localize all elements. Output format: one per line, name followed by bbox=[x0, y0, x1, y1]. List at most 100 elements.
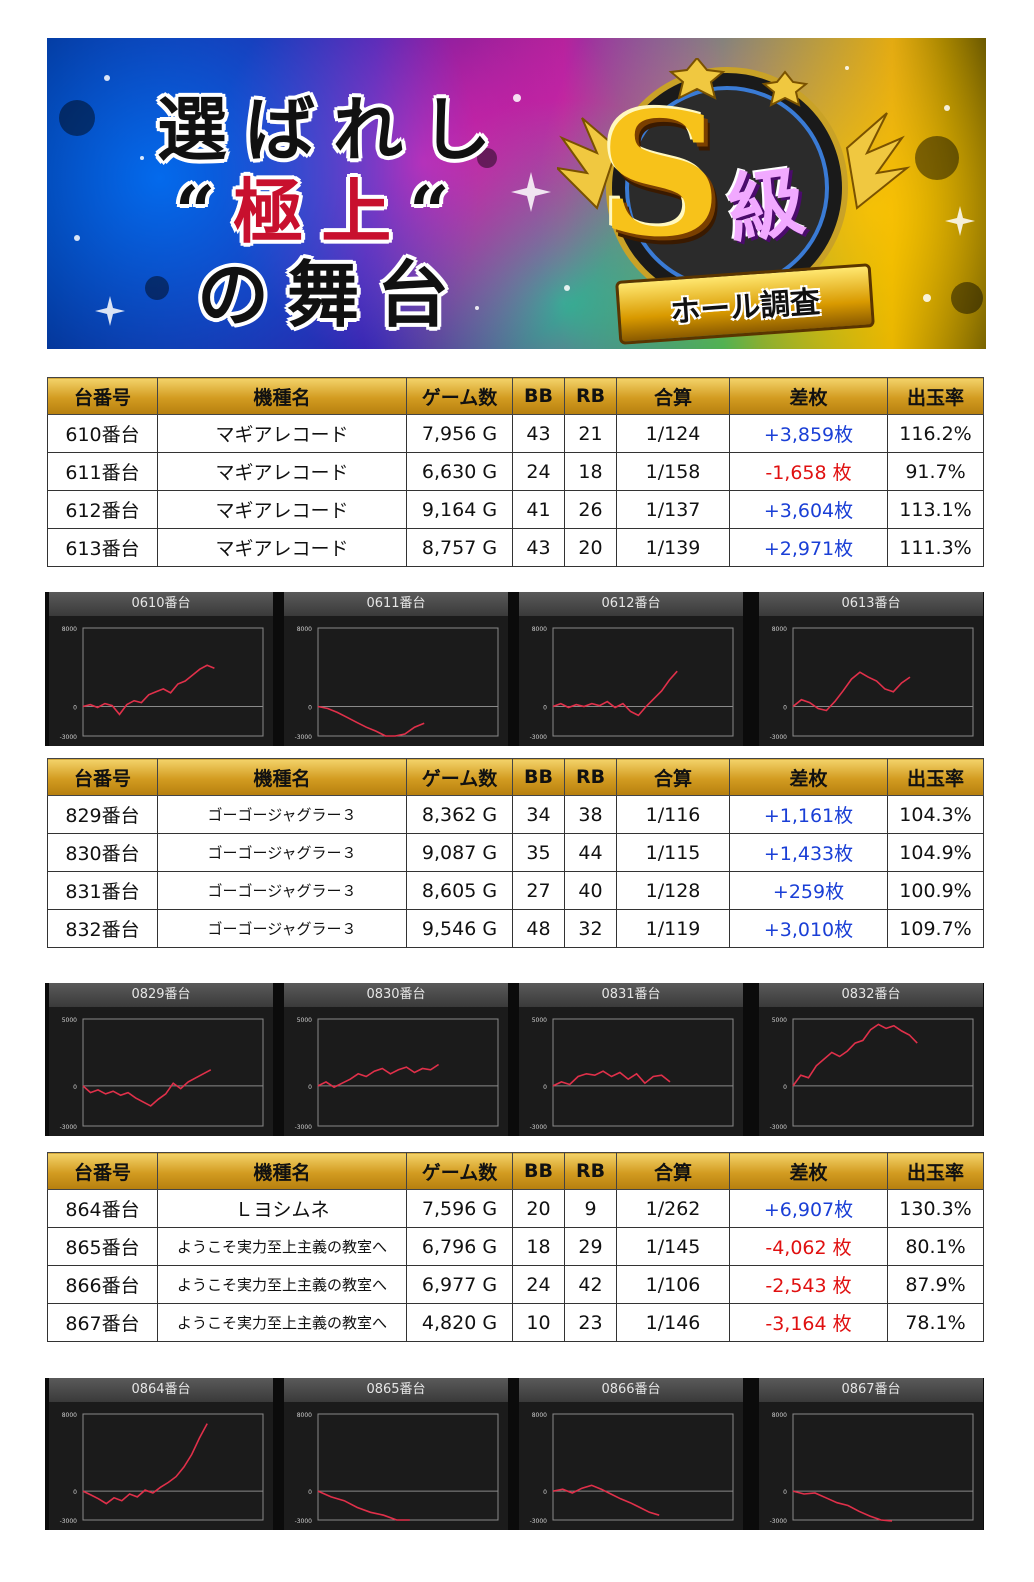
cell-payout-rate: 91.7% bbox=[887, 452, 984, 491]
cell-model-name: マギアレコード bbox=[157, 490, 407, 529]
cell-game-count: 6,796 G bbox=[406, 1227, 513, 1266]
cell-payout-diff: +3,859枚 bbox=[729, 414, 888, 453]
table-header-row: 台番号 機種名 ゲーム数 BB RB 合算 差枚 出玉率 bbox=[47, 758, 984, 796]
cell-bb-count: 48 bbox=[512, 909, 565, 948]
table-row: 831番台 ゴーゴージャグラー３ 8,605 G 27 40 1/128 +259枚 100.… bbox=[47, 871, 984, 910]
balance-graph: 8000 0 -3000 bbox=[60, 626, 264, 741]
cell-bb-count: 35 bbox=[512, 833, 565, 872]
cell-payout-rate: 87.9% bbox=[887, 1265, 984, 1304]
table-header-row: 台番号 機種名 ゲーム数 BB RB 合算 差枚 出玉率 bbox=[47, 1152, 984, 1190]
cell-payout-rate: 100.9% bbox=[887, 871, 984, 910]
header-payout-diff: 差枚 bbox=[729, 1152, 888, 1190]
cell-rb-count: 29 bbox=[564, 1227, 617, 1266]
header-machine-number: 台番号 bbox=[47, 1152, 158, 1190]
header-payout-rate: 出玉率 bbox=[887, 377, 984, 415]
y-tick-label: 8000 bbox=[62, 1412, 77, 1419]
header-rb-count: RB bbox=[564, 377, 617, 415]
banner-quote-close: “ bbox=[409, 170, 468, 253]
y-tick-label: -3000 bbox=[295, 1124, 313, 1131]
table-row: 865番台 ようこそ実力至上主義の教室へ 6,796 G 18 29 1/145 -4,06… bbox=[47, 1227, 984, 1266]
y-tick-label: 0 bbox=[73, 705, 77, 712]
table-row: 611番台 マギアレコード 6,630 G 24 18 1/158 -1,658 枚 91.7… bbox=[47, 452, 984, 491]
y-tick-label: 0 bbox=[543, 705, 547, 712]
graph-panel: 0613番台 8000 0 -3000 bbox=[759, 592, 983, 746]
y-tick-label: 0 bbox=[783, 1084, 787, 1091]
graph-panel: 0864番台 8000 0 -3000 bbox=[49, 1378, 273, 1530]
s-class-emblem: S 級 ホール調査 bbox=[557, 58, 917, 345]
cell-combined-odds: 1/139 bbox=[616, 528, 730, 567]
graph-panel: 0610番台 8000 0 -3000 bbox=[49, 592, 273, 746]
cell-rb-count: 26 bbox=[564, 490, 617, 529]
emblem-s-letter: S bbox=[599, 75, 722, 275]
plot-frame bbox=[792, 1413, 974, 1521]
header-model-name: 機種名 bbox=[157, 377, 407, 415]
cell-model-name: ゴーゴージャグラー３ bbox=[157, 909, 407, 948]
balance-graph: 8000 0 -3000 bbox=[530, 1412, 734, 1525]
y-tick-label: 0 bbox=[73, 1489, 77, 1496]
cell-machine-number: 830番台 bbox=[47, 833, 158, 872]
cell-payout-rate: 80.1% bbox=[887, 1227, 984, 1266]
cell-rb-count: 42 bbox=[564, 1265, 617, 1304]
table-row: 829番台 ゴーゴージャグラー３ 8,362 G 34 38 1/116 +1,161枚 10… bbox=[47, 795, 984, 834]
y-tick-label: -3000 bbox=[770, 1518, 788, 1525]
y-tick-label: 0 bbox=[308, 1084, 312, 1091]
cell-payout-rate: 130.3% bbox=[887, 1189, 984, 1228]
balance-graph: 5000 0 -3000 bbox=[60, 1017, 264, 1131]
graph-panel: 0611番台 8000 0 -3000 bbox=[284, 592, 508, 746]
header-combined-odds: 合算 bbox=[616, 377, 730, 415]
cell-game-count: 9,087 G bbox=[406, 833, 513, 872]
banner-quote-open: “ bbox=[175, 170, 234, 253]
header-bb-count: BB bbox=[512, 758, 565, 796]
y-tick-label: -3000 bbox=[530, 1518, 548, 1525]
cell-rb-count: 38 bbox=[564, 795, 617, 834]
graph-panel: 0867番台 8000 0 -3000 bbox=[759, 1378, 983, 1530]
cell-machine-number: 867番台 bbox=[47, 1303, 158, 1342]
cell-combined-odds: 1/106 bbox=[616, 1265, 730, 1304]
cell-game-count: 6,630 G bbox=[406, 452, 513, 491]
cell-bb-count: 27 bbox=[512, 871, 565, 910]
plot-frame bbox=[82, 1018, 264, 1127]
graph-title: 0866番台 bbox=[519, 1378, 743, 1402]
y-tick-label: 0 bbox=[783, 1489, 787, 1496]
cell-rb-count: 20 bbox=[564, 528, 617, 567]
y-tick-label: -3000 bbox=[60, 1124, 78, 1131]
y-tick-label: 0 bbox=[73, 1084, 77, 1091]
cell-machine-number: 865番台 bbox=[47, 1227, 158, 1266]
y-tick-label: -3000 bbox=[530, 734, 548, 741]
header-game-count: ゲーム数 bbox=[406, 758, 513, 796]
cell-game-count: 7,596 G bbox=[406, 1189, 513, 1228]
cell-payout-diff: +259枚 bbox=[729, 871, 888, 910]
cell-game-count: 9,546 G bbox=[406, 909, 513, 948]
cell-combined-odds: 1/115 bbox=[616, 833, 730, 872]
banner-title-line2: “極上“ bbox=[175, 156, 468, 257]
cell-bb-count: 18 bbox=[512, 1227, 565, 1266]
cell-payout-diff: -4,062 枚 bbox=[729, 1227, 888, 1266]
plot-frame bbox=[552, 627, 734, 737]
cell-payout-rate: 113.1% bbox=[887, 490, 984, 529]
plot-frame bbox=[317, 627, 499, 737]
plot-frame bbox=[317, 1018, 499, 1127]
cell-payout-diff: -1,658 枚 bbox=[729, 452, 888, 491]
y-tick-label: 0 bbox=[308, 1489, 312, 1496]
plot-frame bbox=[792, 1018, 974, 1127]
cell-game-count: 6,977 G bbox=[406, 1265, 513, 1304]
cell-payout-rate: 109.7% bbox=[887, 909, 984, 948]
graph-panel: 0830番台 5000 0 -3000 bbox=[284, 983, 508, 1136]
balance-line bbox=[792, 671, 911, 712]
results-table-1: 台番号 機種名 ゲーム数 BB RB 合算 差枚 出玉率 610番台 マギアレコード 7,956 G… bbox=[47, 377, 984, 567]
table-row: 612番台 マギアレコード 9,164 G 41 26 1/137 +3,604枚 113.1… bbox=[47, 490, 984, 529]
balance-graph: 5000 0 -3000 bbox=[530, 1017, 734, 1131]
graph-panel: 0831番台 5000 0 -3000 bbox=[519, 983, 743, 1136]
balance-line bbox=[82, 664, 215, 716]
cell-bb-count: 24 bbox=[512, 1265, 565, 1304]
graph-title: 0864番台 bbox=[49, 1378, 273, 1402]
cell-bb-count: 43 bbox=[512, 528, 565, 567]
balance-line bbox=[317, 705, 425, 737]
banner-title-line1: 選ばれし bbox=[157, 88, 509, 171]
emblem-kyu-text: 級 bbox=[722, 156, 810, 255]
graph-title: 0865番台 bbox=[284, 1378, 508, 1402]
graph-title: 0611番台 bbox=[284, 592, 508, 616]
cell-combined-odds: 1/146 bbox=[616, 1303, 730, 1342]
table-row: 832番台 ゴーゴージャグラー３ 9,546 G 48 32 1/119 +3,010枚 10… bbox=[47, 909, 984, 948]
cell-rb-count: 40 bbox=[564, 871, 617, 910]
